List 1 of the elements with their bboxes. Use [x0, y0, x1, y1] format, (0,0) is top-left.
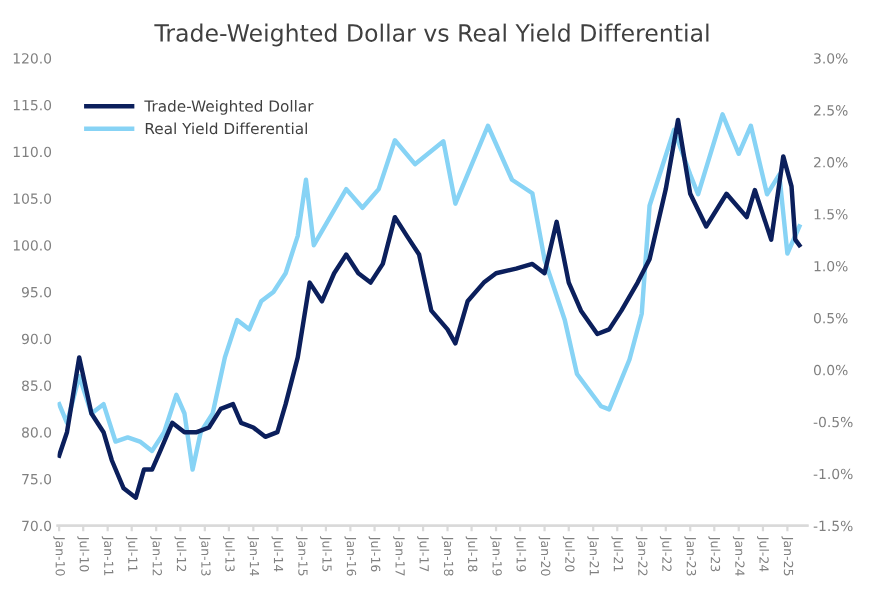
chart-title: Trade-Weighted Dollar vs Real Yield Differential	[154, 23, 709, 47]
